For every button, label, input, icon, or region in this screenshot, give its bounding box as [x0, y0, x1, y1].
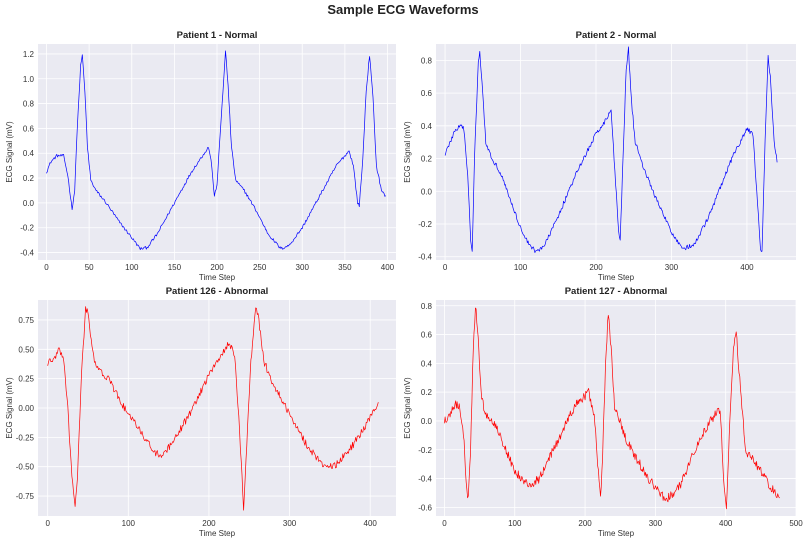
y-axis-label: ECG Signal (mV) — [403, 121, 412, 183]
y-tick-label: 0.6 — [23, 124, 35, 133]
y-tick-label: -0.2 — [418, 220, 432, 229]
y-tick-label: -0.4 — [20, 249, 34, 258]
subplot-3: 0 100 200 300 400 -0.75 -0.50 -0.25 0.00 0.25 0.50… — [5, 286, 396, 538]
x-tick-label: 300 — [296, 263, 310, 272]
y-tick-label: -0.50 — [16, 463, 35, 472]
y-tick-label: 0.8 — [421, 302, 433, 311]
subplot-title: Patient 127 - Abnormal — [565, 286, 668, 297]
y-tick-label: 0.4 — [421, 359, 433, 368]
x-tick-label: 100 — [514, 263, 528, 272]
x-tick-label: 100 — [125, 263, 139, 272]
x-tick-label: 500 — [789, 519, 803, 528]
x-tick-label: 300 — [283, 519, 297, 528]
x-tick-label: 400 — [364, 519, 378, 528]
subplot-1: 0 50 100 150 200 250 300 350 400 -0.4 -0.2 0.0 0.2 0.… — [5, 30, 396, 282]
y-tick-label: 1.2 — [23, 50, 35, 59]
plot-area — [436, 300, 796, 516]
x-tick-label: 200 — [578, 519, 592, 528]
subplot-title: Patient 2 - Normal — [576, 30, 657, 41]
subplot-title: Patient 126 - Abnormal — [166, 286, 269, 297]
y-tick-label: 0.2 — [421, 155, 433, 164]
x-tick-label: 300 — [649, 519, 663, 528]
y-tick-label: 0.4 — [23, 149, 35, 158]
y-tick-label: -0.4 — [418, 475, 432, 484]
y-tick-label: 1.0 — [23, 75, 35, 84]
y-axis-label: ECG Signal (mV) — [5, 377, 14, 439]
y-tick-label: -0.6 — [418, 503, 432, 512]
x-tick-label: 150 — [168, 263, 182, 272]
x-tick-label: 400 — [381, 263, 395, 272]
subplot-4: 0 100 200 300 400 500 -0.6 -0.4 -0.2 0.0 0.2 0.4 0.6… — [403, 286, 803, 538]
subplot-title: Patient 1 - Normal — [177, 30, 258, 41]
x-axis-label: Time Step — [199, 273, 236, 282]
ecg-series-line — [46, 50, 387, 251]
x-axis-label: Time Step — [598, 273, 635, 282]
x-tick-label: 0 — [443, 263, 448, 272]
ecg-series-line — [444, 307, 781, 510]
y-tick-label: 0.8 — [23, 100, 35, 109]
subplot-grid: 0 50 100 150 200 250 300 350 400 -0.4 -0.2 0.0 0.2 0.… — [5, 30, 803, 538]
y-tick-label: 0.0 — [421, 417, 433, 426]
x-tick-label: 200 — [589, 263, 603, 272]
y-tick-label: 0.00 — [18, 404, 34, 413]
x-tick-label: 0 — [44, 263, 49, 272]
x-tick-label: 0 — [442, 519, 447, 528]
y-tick-label: -0.2 — [418, 446, 432, 455]
y-tick-label: 0.2 — [421, 388, 433, 397]
y-tick-label: -0.75 — [16, 492, 35, 501]
y-tick-label: 0.25 — [18, 375, 34, 384]
y-tick-label: 0.50 — [18, 345, 34, 354]
x-tick-label: 0 — [45, 519, 50, 528]
y-tick-label: 0.2 — [23, 174, 35, 183]
subplot-2: 0 100 200 300 400 -0.4 -0.2 0.0 0.2 0.4 0.6 0.8 Pati… — [403, 30, 796, 282]
x-axis-label: Time Step — [598, 529, 635, 538]
y-tick-label: -0.4 — [418, 253, 432, 262]
x-tick-label: 400 — [719, 519, 733, 528]
y-tick-label: 0.8 — [421, 56, 433, 65]
y-tick-label: 0.4 — [421, 122, 433, 131]
x-tick-label: 350 — [338, 263, 352, 272]
y-tick-label: 0.75 — [18, 316, 34, 325]
x-tick-label: 200 — [202, 519, 216, 528]
x-tick-label: 50 — [85, 263, 94, 272]
x-tick-label: 100 — [122, 519, 136, 528]
y-tick-label: 0.6 — [421, 89, 433, 98]
y-tick-label: 0.0 — [421, 187, 433, 196]
y-axis-label: ECG Signal (mV) — [403, 377, 412, 439]
x-tick-label: 250 — [253, 263, 267, 272]
ecg-series-line — [47, 306, 379, 511]
ecg-series-line — [444, 46, 778, 253]
figure-title: Sample ECG Waveforms — [327, 2, 478, 17]
x-axis-label: Time Step — [199, 529, 236, 538]
x-tick-label: 400 — [740, 263, 754, 272]
y-tick-label: 0.0 — [23, 199, 35, 208]
y-tick-label: 0.6 — [421, 331, 433, 340]
x-tick-label: 200 — [210, 263, 224, 272]
y-tick-label: -0.2 — [20, 224, 34, 233]
y-axis-label: ECG Signal (mV) — [5, 121, 14, 183]
y-tick-label: -0.25 — [16, 433, 35, 442]
x-tick-label: 100 — [508, 519, 522, 528]
x-tick-label: 300 — [665, 263, 679, 272]
